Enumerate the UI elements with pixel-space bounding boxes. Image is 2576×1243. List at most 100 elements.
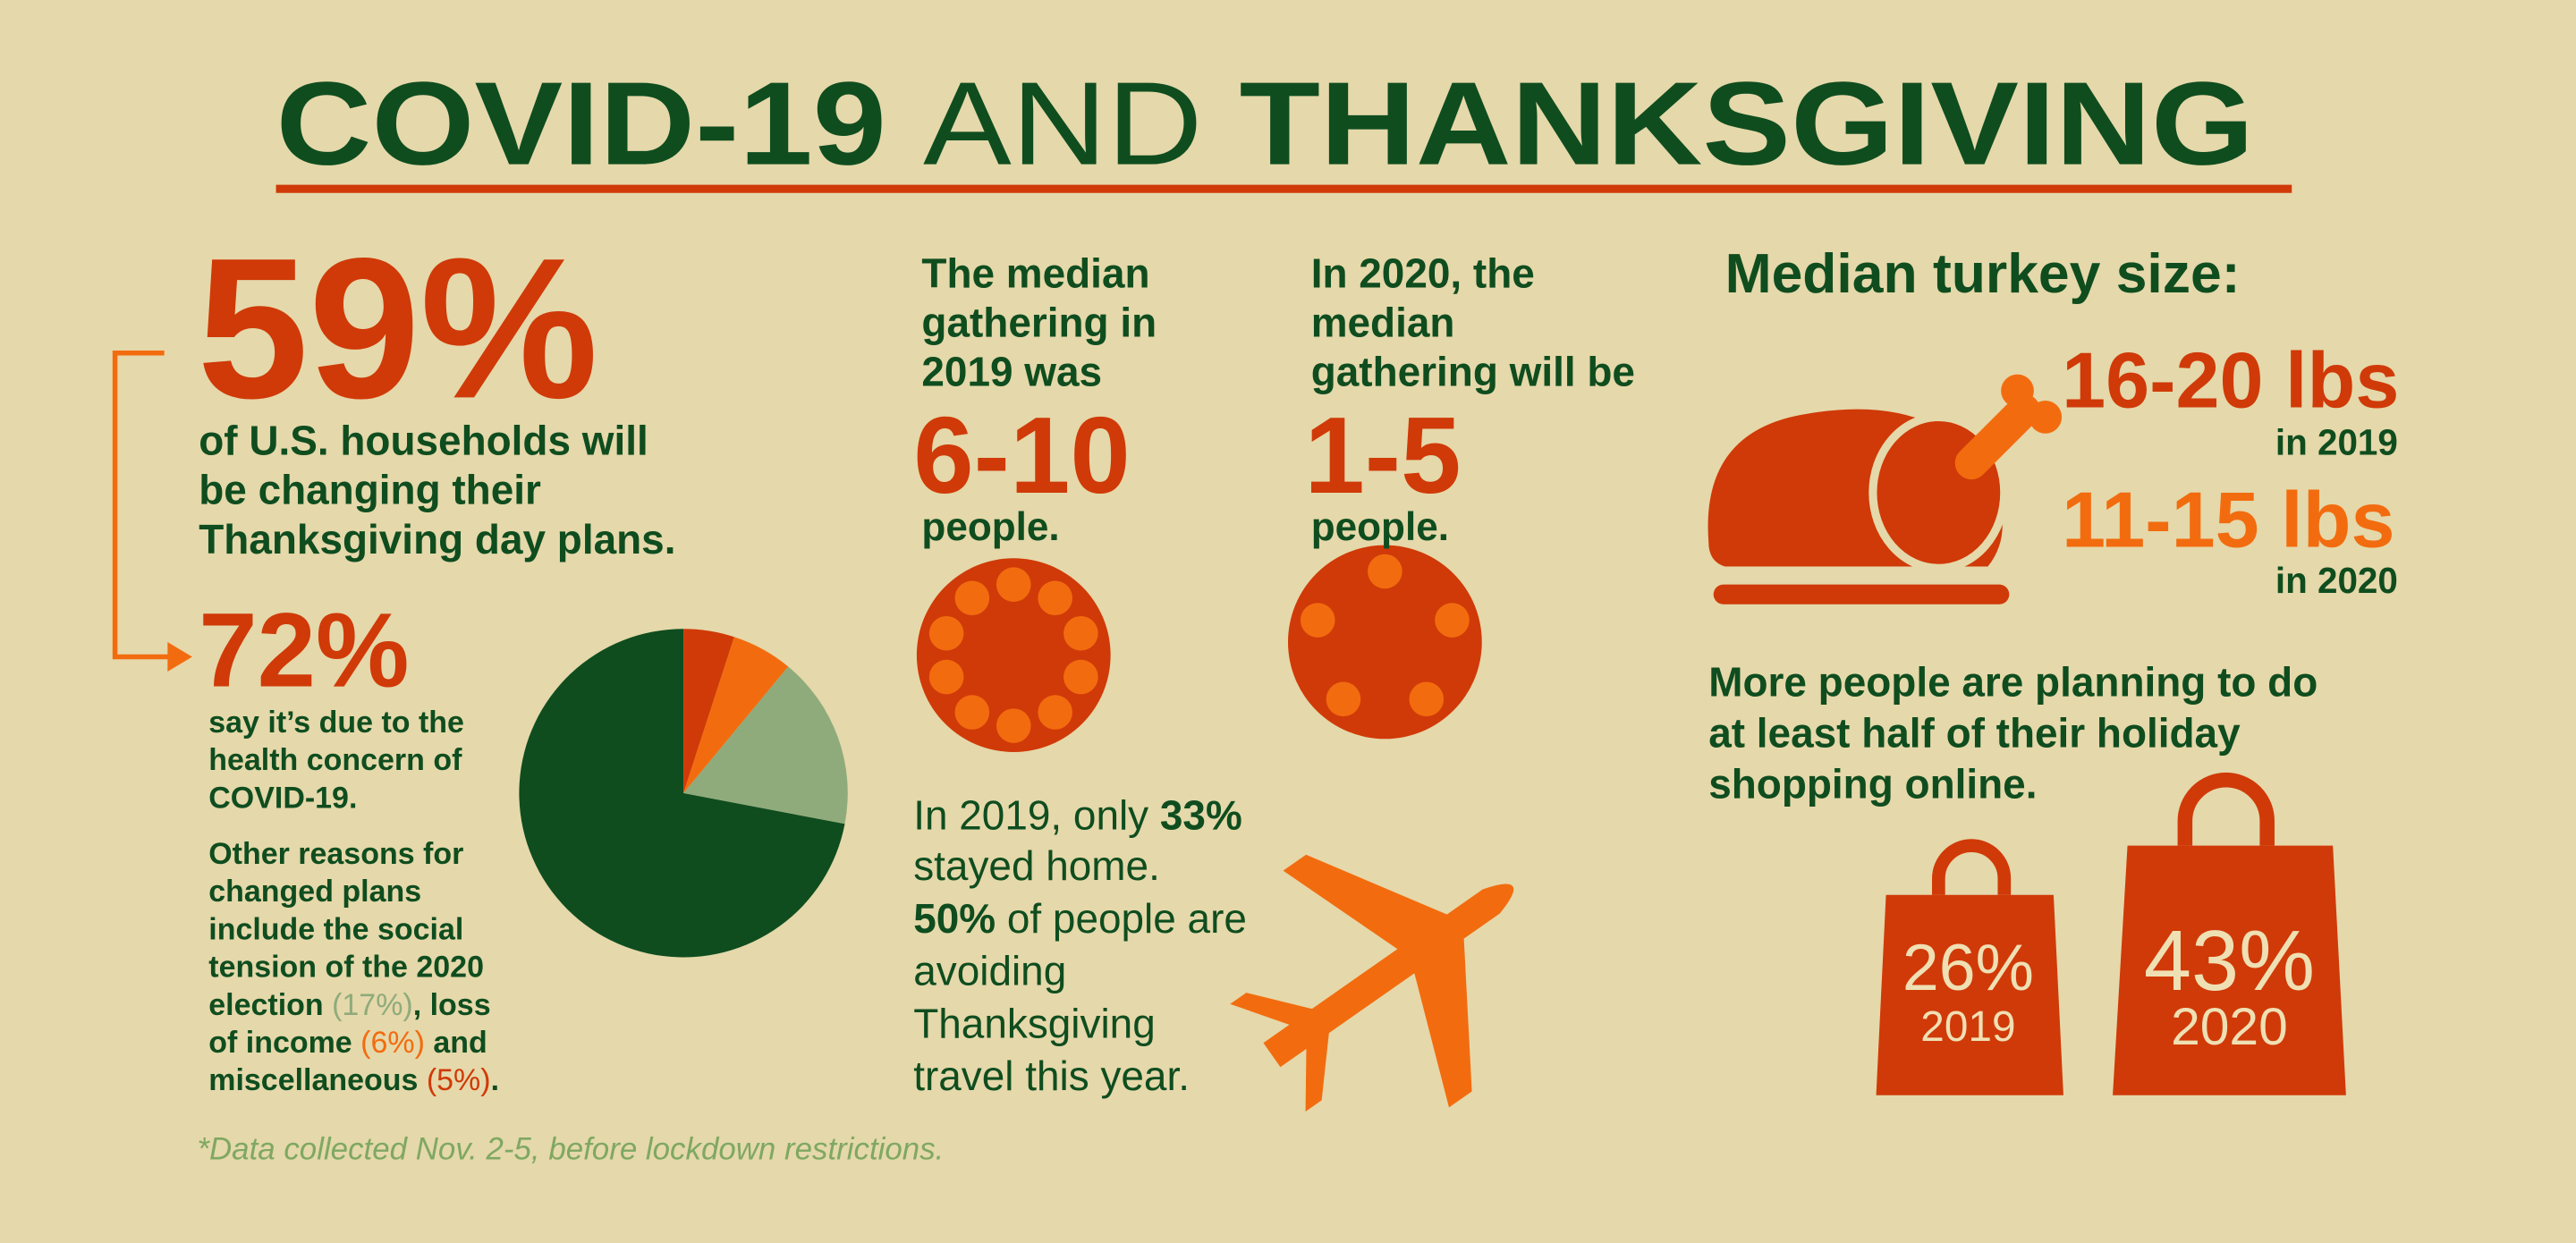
airplane-wing	[1413, 936, 1472, 1108]
airplane-tail	[1305, 1030, 1330, 1112]
bags	[1876, 772, 2346, 1095]
title-part: COVID-19	[276, 58, 886, 190]
travel-text: Thanksgiving	[913, 1000, 1156, 1046]
guest-dot	[996, 708, 1031, 743]
bag-2020	[2113, 845, 2346, 1095]
gathering-text: 2019 was	[921, 349, 1102, 395]
bracket	[112, 351, 172, 660]
shopping-text: More people are planning to do	[1708, 659, 2318, 706]
travel-text: In 2019, only 33%	[913, 791, 1242, 838]
turkey-heading: Median turkey size:	[1725, 242, 2241, 305]
travel-text-part: 33%	[1160, 791, 1242, 838]
reasons-text: tension of the 2020	[208, 951, 484, 985]
travel-text: avoiding	[913, 948, 1066, 994]
guest-dot	[1063, 615, 1098, 651]
reasons-text-part: and	[425, 1026, 487, 1060]
bag-year: 2019	[1920, 1003, 2015, 1051]
health-text: say it’s due to the	[208, 706, 464, 740]
guest-dot	[954, 580, 990, 616]
plans-text: be changing their	[199, 467, 541, 513]
health-text: COVID-19.	[208, 781, 357, 815]
gathering-unit: people.	[1311, 505, 1449, 549]
bag-value: 43%	[2144, 914, 2315, 1009]
gathering-text: The median	[921, 249, 1149, 296]
plans-text: Thanksgiving day plans.	[199, 516, 675, 562]
guest-dot	[1038, 580, 1072, 616]
reasons-text-part: (5%)	[427, 1063, 491, 1097]
pie-slice	[683, 629, 734, 793]
travel-text: stayed home.	[913, 842, 1160, 889]
turkey-size: 16-20 lbs	[2062, 335, 2399, 424]
gathering-text: gathering will be	[1311, 349, 1635, 395]
pie-slice	[519, 629, 845, 958]
travel-text: 50% of people are	[913, 895, 1247, 942]
gathering-text: median	[1311, 299, 1455, 345]
bag-year: 2020	[2171, 998, 2288, 1056]
turkey-drumstick	[1954, 393, 2041, 480]
footnote: *Data collected Nov. 2-5, before lockdow…	[197, 1131, 944, 1166]
travel-text-part: of people are	[996, 895, 1247, 942]
big-stat: 59%	[197, 216, 597, 440]
travel-text-part: 50%	[913, 895, 996, 942]
title: COVID-19 AND THANKSGIVING	[276, 58, 2254, 190]
reasons-text-part: election	[208, 988, 332, 1022]
reasons-text-part: of income	[208, 1026, 360, 1060]
reasons-text: include the social	[208, 912, 463, 946]
reasons-text: Other reasons for	[208, 837, 463, 871]
guest-dot	[996, 567, 1031, 602]
shopping-text: shopping online.	[1708, 760, 2037, 807]
reasons-text-part: (17%)	[332, 988, 413, 1022]
turkey-knob	[2001, 374, 2034, 408]
guest-dot	[1435, 603, 1470, 638]
bag-value: 26%	[1902, 931, 2034, 1004]
bag-handle	[2177, 772, 2275, 846]
gathering-text: gathering in	[921, 299, 1157, 345]
guest-dot	[1368, 554, 1402, 589]
airplane-wing	[1283, 854, 1449, 951]
reasons-text-part: miscellaneous	[208, 1063, 427, 1097]
gathering-range: 1-5	[1304, 394, 1461, 516]
turkey	[1707, 374, 2063, 605]
bag-2019	[1876, 894, 2063, 1095]
turkey-size: 11-15 lbs	[2062, 475, 2394, 563]
gathering-unit: people.	[921, 505, 1059, 549]
reasons-text: election (17%), loss	[208, 988, 490, 1022]
airplane-tail	[1230, 993, 1315, 1026]
reasons-text-part: (6%)	[360, 1026, 425, 1060]
airplane-body	[1263, 884, 1514, 1068]
guest-dot	[1326, 681, 1361, 717]
bag-handle	[1932, 839, 2012, 895]
plans-text: of U.S. households will	[199, 418, 648, 464]
reasons-text: miscellaneous (5%).	[208, 1063, 499, 1097]
health-text: health concern of	[208, 743, 462, 777]
shopping-text: at least half of their holiday	[1708, 709, 2241, 756]
airplane	[1230, 854, 1514, 1112]
pie-slice	[683, 637, 789, 793]
turkey-year: in 2019	[2275, 422, 2398, 463]
stat-72: 72%	[199, 592, 409, 709]
reasons-text-part: , loss	[413, 988, 491, 1022]
travel-text: travel this year.	[913, 1053, 1190, 1099]
guest-dot	[1300, 603, 1335, 638]
guest-dot	[954, 695, 990, 730]
turkey-knob	[2029, 401, 2063, 434]
pie-slice	[683, 666, 848, 824]
guest-dot	[1409, 681, 1445, 717]
guest-dot	[928, 615, 964, 651]
guest-dot	[928, 659, 964, 695]
gathering-text: In 2020, the	[1311, 249, 1535, 296]
guest-dot	[1063, 659, 1098, 695]
turkey-year: in 2020	[2275, 560, 2398, 601]
gathering-range: 6-10	[913, 394, 1131, 516]
bracket-arrow	[167, 641, 192, 672]
title-part: THANKSGIVING	[1240, 58, 2254, 190]
reasons-text: changed plans	[208, 875, 421, 909]
title-part: AND	[923, 58, 1202, 190]
turkey-platter	[1713, 584, 2010, 605]
reasons-text: of income (6%) and	[208, 1026, 487, 1060]
reasons-text-part: .	[491, 1063, 499, 1097]
guest-dot	[1038, 695, 1072, 730]
